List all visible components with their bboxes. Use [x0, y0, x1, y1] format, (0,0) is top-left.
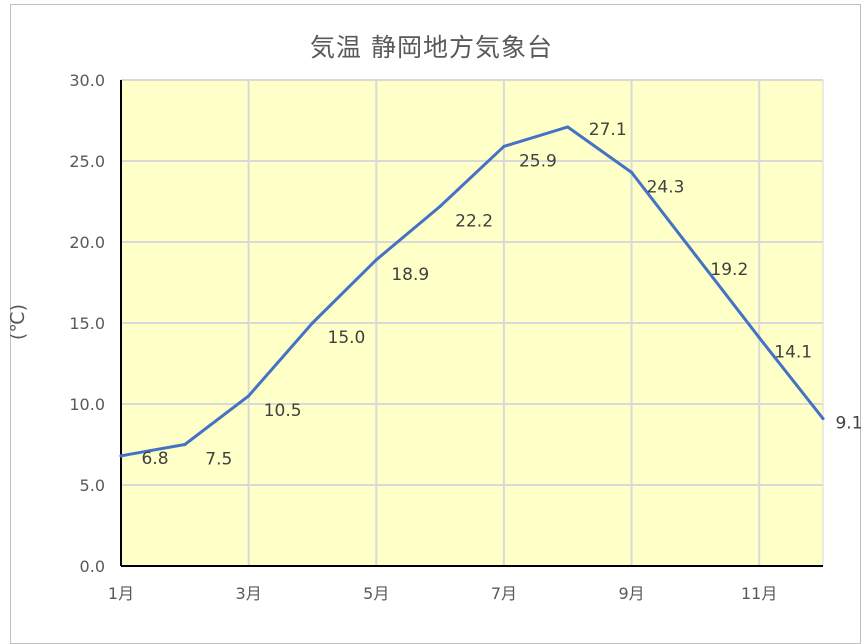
data-point — [502, 144, 506, 148]
y-tick-label: 30.0 — [69, 71, 105, 90]
line-chart: 0.0 5.0 10.0 15.0 20.0 25.0 30.0 1月 3月 5月 7月 9月 11月 6… — [69, 71, 862, 603]
data-label: 18.9 — [391, 265, 429, 285]
y-tick-label: 15.0 — [69, 314, 105, 333]
data-point — [630, 170, 634, 174]
y-tick-label: 0.0 — [80, 557, 105, 576]
x-tick-label: 7月 — [491, 584, 517, 603]
data-label: 25.9 — [519, 151, 557, 171]
x-tick-label: 3月 — [236, 584, 262, 603]
data-label: 19.2 — [710, 260, 748, 280]
data-label: 24.3 — [647, 177, 685, 197]
data-label: 9.1 — [835, 414, 862, 434]
data-label: 27.1 — [589, 120, 627, 140]
y-tick-label: 20.0 — [69, 233, 105, 252]
x-tick-label: 9月 — [618, 584, 644, 603]
data-label: 10.5 — [264, 401, 302, 421]
data-label: 6.8 — [141, 449, 168, 469]
data-point — [374, 258, 378, 262]
x-tick-label: 11月 — [741, 584, 777, 603]
x-tick-label: 5月 — [363, 584, 389, 603]
data-point — [821, 417, 825, 421]
data-point — [566, 125, 570, 129]
y-tick-label: 5.0 — [80, 476, 105, 495]
data-label: 14.1 — [774, 343, 812, 363]
series-line — [119, 125, 825, 458]
data-point — [693, 253, 697, 257]
y-tick-label: 10.0 — [69, 395, 105, 414]
y-tick-label: 25.0 — [69, 152, 105, 171]
data-point — [119, 454, 123, 458]
data-point — [310, 321, 314, 325]
data-point — [247, 394, 251, 398]
data-point — [183, 443, 187, 446]
data-label: 15.0 — [328, 328, 366, 348]
data-label: 7.5 — [205, 450, 232, 470]
data-point — [438, 204, 442, 208]
x-tick-label: 1月 — [108, 584, 134, 603]
data-point — [757, 336, 761, 340]
chart-title: 気温 静岡地方気象台 — [310, 33, 553, 62]
data-label: 22.2 — [455, 211, 493, 231]
